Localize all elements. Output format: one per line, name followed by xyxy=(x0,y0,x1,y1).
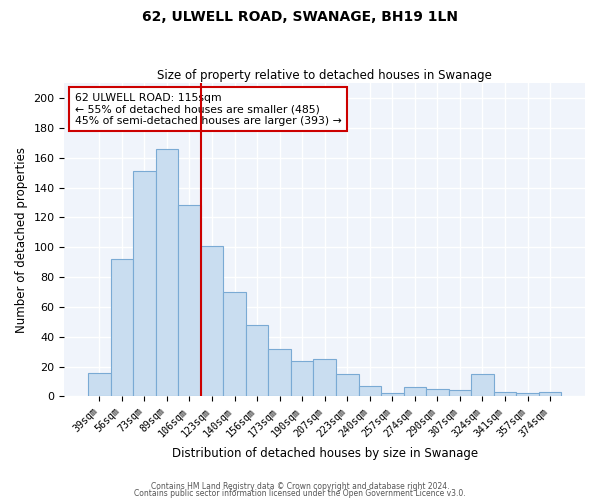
Bar xyxy=(336,374,359,396)
Bar xyxy=(155,149,178,396)
Bar xyxy=(291,360,313,396)
Y-axis label: Number of detached properties: Number of detached properties xyxy=(15,147,28,333)
Bar xyxy=(268,348,291,397)
Text: 62 ULWELL ROAD: 115sqm
← 55% of detached houses are smaller (485)
45% of semi-de: 62 ULWELL ROAD: 115sqm ← 55% of detached… xyxy=(75,92,341,126)
Bar xyxy=(88,372,110,396)
Bar xyxy=(313,359,336,397)
Text: Contains public sector information licensed under the Open Government Licence v3: Contains public sector information licen… xyxy=(134,490,466,498)
Bar xyxy=(449,390,471,396)
Bar xyxy=(471,374,494,396)
Bar xyxy=(494,392,516,396)
Bar xyxy=(246,325,268,396)
Bar xyxy=(539,392,562,396)
Bar xyxy=(359,386,381,396)
X-axis label: Distribution of detached houses by size in Swanage: Distribution of detached houses by size … xyxy=(172,447,478,460)
Bar xyxy=(426,389,449,396)
Bar xyxy=(381,394,404,396)
Bar xyxy=(178,206,201,396)
Bar xyxy=(133,171,155,396)
Title: Size of property relative to detached houses in Swanage: Size of property relative to detached ho… xyxy=(157,69,492,82)
Bar xyxy=(404,388,426,396)
Text: 62, ULWELL ROAD, SWANAGE, BH19 1LN: 62, ULWELL ROAD, SWANAGE, BH19 1LN xyxy=(142,10,458,24)
Text: Contains HM Land Registry data © Crown copyright and database right 2024.: Contains HM Land Registry data © Crown c… xyxy=(151,482,449,491)
Bar xyxy=(110,259,133,396)
Bar xyxy=(223,292,246,397)
Bar xyxy=(516,394,539,396)
Bar xyxy=(201,246,223,396)
